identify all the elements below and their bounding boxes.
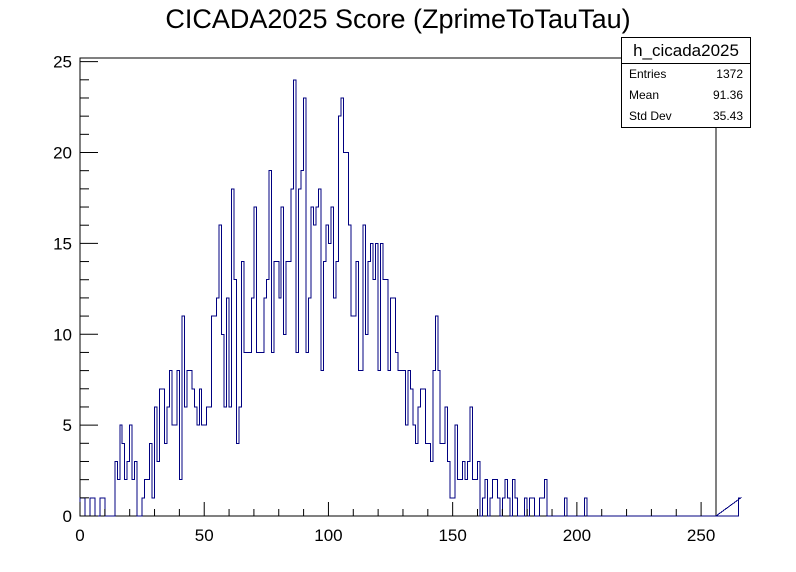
- stats-row-mean: Mean 91.36: [622, 85, 750, 106]
- stats-label: Mean: [629, 88, 660, 102]
- stats-box: h_cicada2025 Entries 1372 Mean 91.36 Std…: [621, 37, 751, 128]
- chart-title: CICADA2025 Score (ZprimeToTauTau): [165, 4, 631, 34]
- stats-value: 35.43: [712, 109, 743, 123]
- stats-value: 1372: [716, 67, 743, 81]
- stats-value: 91.36: [712, 88, 743, 102]
- x-tick-label: 0: [75, 526, 84, 545]
- x-tick-label: 50: [195, 526, 214, 545]
- y-tick-label: 15: [53, 234, 72, 253]
- y-tick-label: 5: [63, 416, 72, 435]
- y-tick-label: 25: [53, 53, 72, 72]
- stats-row-std-dev: Std Dev 35.43: [622, 106, 750, 127]
- stats-label: Entries: [629, 67, 667, 81]
- x-tick-label: 250: [687, 526, 715, 545]
- plot-frame: [79, 57, 717, 517]
- x-tick-label: 150: [438, 526, 466, 545]
- y-tick-label: 10: [53, 325, 72, 344]
- stats-label: Std Dev: [629, 109, 672, 123]
- x-tick-label: 200: [563, 526, 591, 545]
- x-tick-label: 100: [314, 526, 342, 545]
- y-tick-label: 20: [53, 144, 72, 163]
- y-tick-label: 0: [63, 507, 72, 526]
- stats-title: h_cicada2025: [622, 38, 750, 64]
- stats-row-entries: Entries 1372: [622, 64, 750, 85]
- histogram-line: [79, 79, 743, 517]
